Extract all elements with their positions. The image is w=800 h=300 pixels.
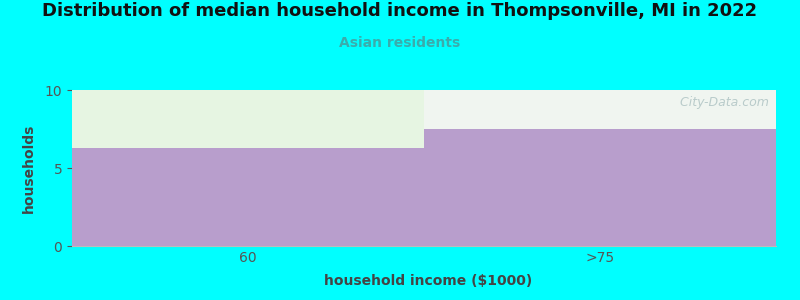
Text: household income ($1000): household income ($1000) <box>324 274 532 288</box>
Y-axis label: households: households <box>22 123 36 213</box>
Bar <box>424 90 776 129</box>
Bar <box>424 129 776 246</box>
Bar <box>72 90 424 148</box>
Bar <box>72 148 424 246</box>
Text: City-Data.com: City-Data.com <box>672 96 769 109</box>
Text: Distribution of median household income in Thompsonville, MI in 2022: Distribution of median household income … <box>42 2 758 20</box>
Text: Asian residents: Asian residents <box>339 36 461 50</box>
